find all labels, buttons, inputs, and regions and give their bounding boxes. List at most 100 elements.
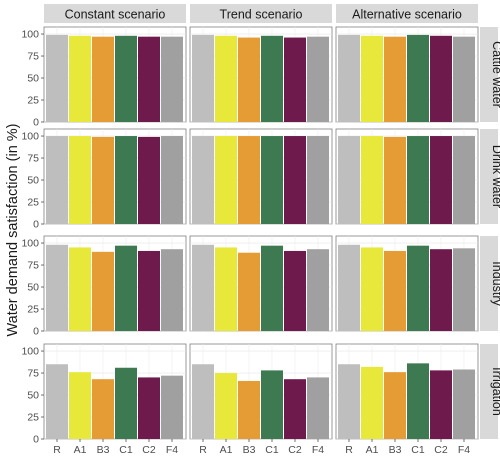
row-strip: [480, 129, 498, 224]
y-tick-label: 100: [21, 131, 39, 143]
bar: [46, 364, 68, 439]
x-tick-label: C1: [119, 444, 133, 456]
bar: [138, 377, 160, 439]
bar: [69, 35, 91, 122]
bar: [92, 136, 114, 224]
bar: [192, 34, 214, 122]
bar: [407, 245, 429, 331]
bar: [261, 35, 283, 122]
x-tick-label: B3: [97, 444, 110, 456]
bar: [215, 247, 237, 331]
y-tick-label: 25: [27, 304, 39, 316]
bar: [115, 136, 137, 224]
bar: [284, 136, 306, 224]
y-tick-label: 100: [21, 346, 39, 358]
y-tick-label: 0: [33, 117, 39, 129]
bar: [215, 35, 237, 122]
x-tick-label: B3: [243, 444, 256, 456]
y-tick-label: 25: [27, 412, 39, 424]
bar: [361, 35, 383, 122]
y-tick-label: 0: [33, 219, 39, 231]
column-strip: [44, 4, 186, 23]
y-tick-label: 75: [27, 260, 39, 272]
x-tick-label: F4: [458, 444, 470, 456]
bar: [69, 372, 91, 439]
bar: [307, 377, 329, 439]
bar: [384, 136, 406, 224]
bar: [338, 34, 360, 122]
bar: [284, 250, 306, 331]
bar: [215, 373, 237, 439]
bar: [307, 249, 329, 331]
bar: [192, 364, 214, 439]
row-strip-label: Drink water: [490, 145, 500, 208]
column-strip: [190, 4, 332, 23]
bar: [138, 36, 160, 122]
y-tick-label: 0: [33, 326, 39, 338]
x-tick-label: C2: [288, 444, 302, 456]
y-tick-label: 100: [21, 29, 39, 41]
bar: [161, 375, 183, 439]
bar: [238, 252, 260, 331]
bar: [361, 366, 383, 439]
x-tick-label: C1: [265, 444, 279, 456]
row-strip-label: Industry: [490, 261, 500, 306]
bar: [361, 247, 383, 331]
bar: [238, 380, 260, 439]
bar: [453, 36, 475, 122]
y-tick-label: 50: [27, 175, 39, 187]
bar: [46, 244, 68, 331]
row-strip: [480, 27, 498, 122]
bar: [138, 136, 160, 224]
x-tick-label: C1: [411, 444, 425, 456]
x-tick-label: A1: [366, 444, 379, 456]
column-strip: [336, 4, 478, 23]
y-axis-label: Water demand satisfaction (in %): [5, 123, 21, 336]
bar: [361, 136, 383, 224]
bar: [407, 136, 429, 224]
bar: [161, 136, 183, 224]
x-tick-label: C2: [434, 444, 448, 456]
bar: [338, 136, 360, 224]
facet-grid: Constant scenario Trend scenario Alternati…: [21, 4, 500, 456]
bar: [115, 35, 137, 122]
bar: [384, 372, 406, 439]
bar: [115, 367, 137, 439]
bar: [69, 247, 91, 331]
bar: [238, 37, 260, 122]
bar: [338, 244, 360, 331]
bar: [430, 370, 452, 439]
bar: [261, 136, 283, 224]
bar: [69, 136, 91, 224]
y-tick-label: 25: [27, 95, 39, 107]
column-strip-label: Constant scenario: [65, 8, 166, 22]
y-tick-label: 50: [27, 282, 39, 294]
bar: [307, 36, 329, 122]
x-tick-label: F4: [312, 444, 324, 456]
bar: [192, 244, 214, 331]
x-tick-label: A1: [74, 444, 87, 456]
y-tick-label: 75: [27, 368, 39, 380]
y-tick-label: 0: [33, 434, 39, 446]
x-tick-label: C2: [142, 444, 156, 456]
bar: [92, 251, 114, 331]
bar: [307, 136, 329, 224]
bar: [215, 136, 237, 224]
row-strip-label: Irrigation: [490, 367, 500, 416]
bar: [407, 34, 429, 122]
row-strip: [480, 236, 498, 331]
y-tick-label: 25: [27, 197, 39, 209]
bar: [338, 364, 360, 439]
bar: [46, 34, 68, 122]
bar: [430, 249, 452, 331]
bar: [261, 370, 283, 439]
bar: [453, 136, 475, 224]
bar: [92, 36, 114, 122]
column-strip-label: Trend scenario: [220, 8, 303, 22]
bar: [138, 250, 160, 331]
bar: [453, 248, 475, 331]
x-tick-label: B3: [389, 444, 402, 456]
bar: [407, 363, 429, 439]
bar: [46, 136, 68, 224]
